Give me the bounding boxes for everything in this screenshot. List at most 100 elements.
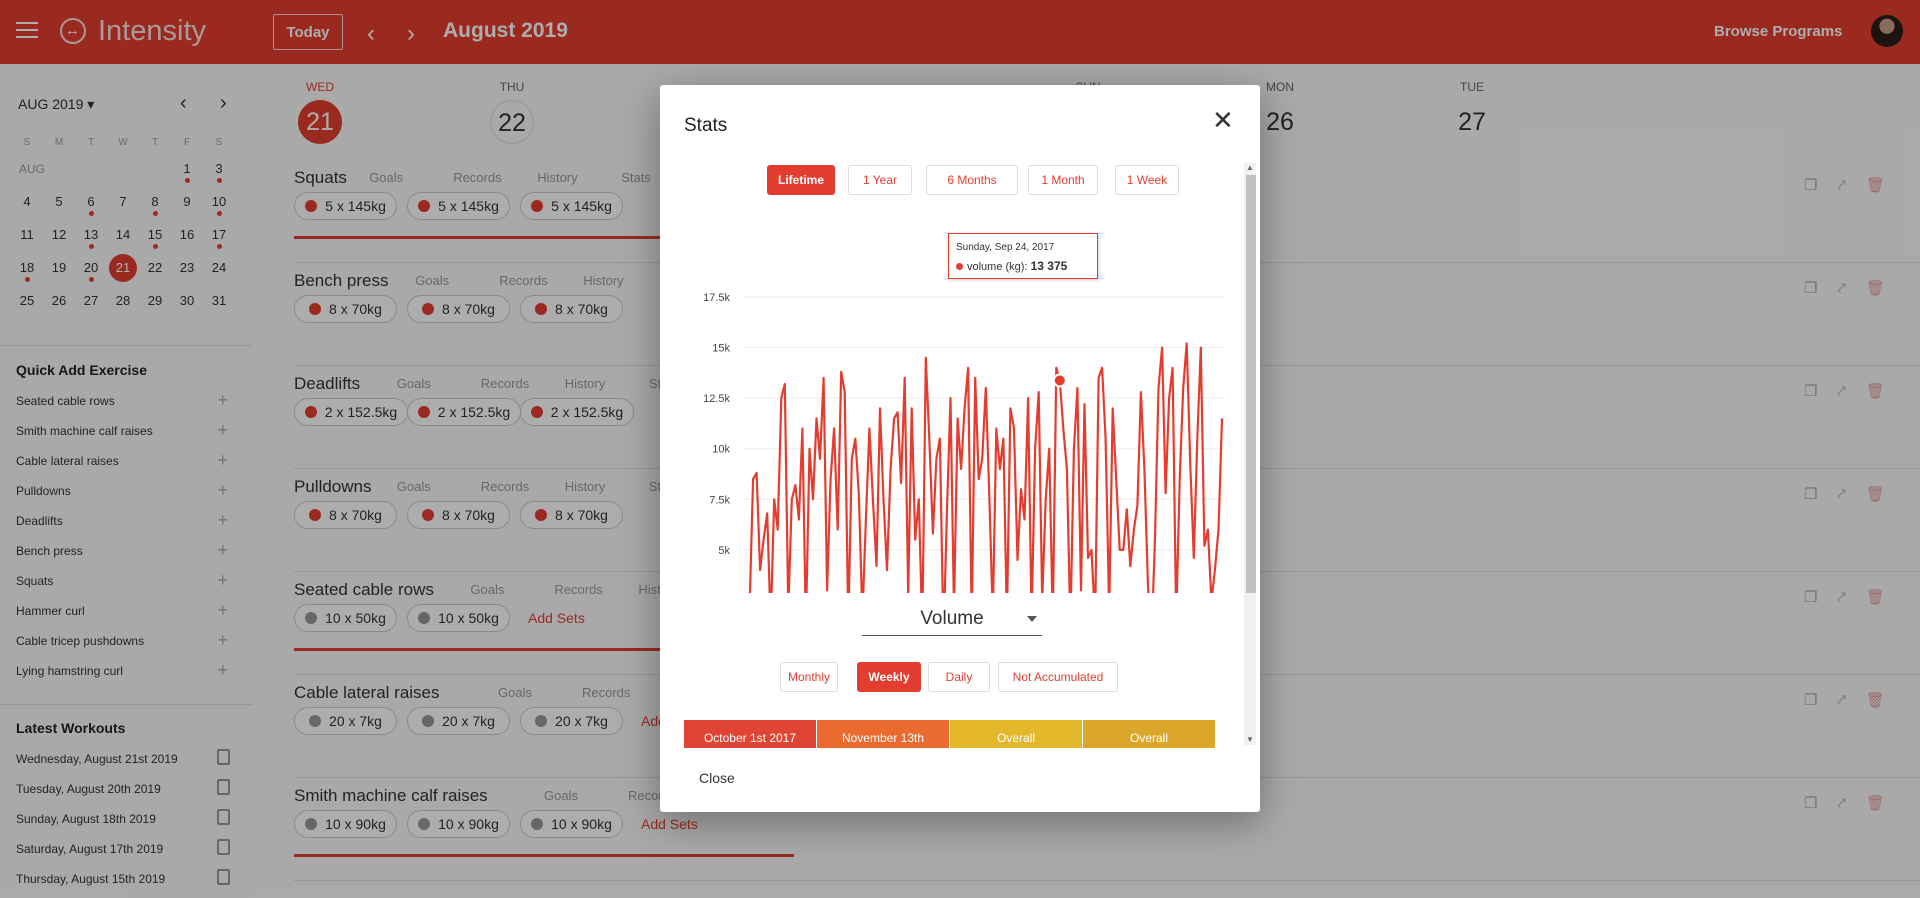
calendar-day[interactable]: 19 — [43, 254, 75, 282]
quick-add-item[interactable]: Deadlifts + — [16, 510, 230, 530]
latest-workout-item[interactable]: Wednesday, August 21st 2019 — [16, 749, 230, 766]
set-chip[interactable]: 5 x 145kg — [294, 192, 397, 220]
calendar-day[interactable]: 26 — [43, 287, 75, 315]
set-chip[interactable]: 5 x 145kg — [520, 192, 623, 220]
delete-icon[interactable]: 🗑 — [1865, 795, 1905, 812]
calendar-day[interactable]: 31 — [203, 287, 235, 315]
day-column-header[interactable]: THU 22 — [472, 80, 552, 144]
share-icon[interactable]: ⤤ — [1837, 383, 1866, 400]
copy-icon[interactable]: ❐ — [1804, 383, 1838, 400]
calendar-day[interactable]: 23 — [171, 254, 203, 282]
summary-card[interactable]: November 13th — [817, 720, 949, 748]
quick-add-item[interactable]: Hammer curl + — [16, 600, 230, 620]
quick-add-item[interactable]: Pulldowns + — [16, 480, 230, 500]
calendar-day[interactable]: 3 — [203, 155, 235, 183]
exercise-name[interactable]: Cable lateral raises — [294, 683, 440, 702]
delete-icon[interactable]: 🗑 — [1865, 177, 1905, 194]
copy-icon[interactable] — [217, 779, 230, 795]
exercise-records-link[interactable]: Records — [499, 273, 548, 288]
latest-workout-item[interactable]: Thursday, August 15th 2019 — [16, 869, 230, 886]
set-chip[interactable]: 20 x 7kg — [520, 707, 623, 735]
latest-workout-item[interactable]: Sunday, August 18th 2019 — [16, 809, 230, 826]
avatar[interactable] — [1871, 15, 1903, 47]
exercise-goals-link[interactable]: Goals — [498, 685, 532, 700]
set-chip[interactable]: 20 x 7kg — [294, 707, 397, 735]
exercise-records-link[interactable]: Records — [582, 685, 631, 700]
calendar-day[interactable]: 18 — [11, 254, 43, 282]
set-chip[interactable]: 2 x 152.5kg — [294, 398, 408, 426]
set-chip[interactable]: 2 x 152.5kg — [520, 398, 634, 426]
calendar-day[interactable]: 5 — [43, 188, 75, 216]
calendar-day[interactable]: 7 — [107, 188, 139, 216]
calendar-day[interactable]: 6 — [75, 188, 107, 216]
exercise-name[interactable]: Deadlifts — [294, 374, 361, 393]
quick-add-item[interactable]: Bench press + — [16, 540, 230, 560]
latest-workout-item[interactable]: Saturday, August 17th 2019 — [16, 839, 230, 856]
dialog-close-button[interactable]: Close — [699, 770, 735, 786]
plus-icon[interactable]: + — [217, 540, 228, 560]
exercise-history-link[interactable]: History — [583, 273, 624, 288]
calendar-day[interactable]: 21 — [107, 253, 139, 282]
range-button-6-months[interactable]: 6 Months — [926, 165, 1018, 195]
calendar-day[interactable]: 13 — [75, 221, 107, 249]
plus-icon[interactable]: + — [217, 390, 228, 410]
quick-add-item[interactable]: Cable tricep pushdowns + — [16, 630, 230, 650]
calendar-day[interactable]: 8 — [139, 188, 171, 216]
exercise-name[interactable]: Smith machine calf raises — [294, 786, 488, 805]
exercise-goals-link[interactable]: Goals — [396, 479, 431, 494]
quick-add-item[interactable]: Cable lateral raises + — [16, 450, 230, 470]
set-chip[interactable]: 10 x 50kg — [407, 604, 510, 632]
plus-icon[interactable]: + — [217, 480, 228, 500]
copy-icon[interactable]: ❐ — [1804, 280, 1838, 297]
next-week-icon[interactable]: › — [407, 20, 415, 47]
calendar-day[interactable]: 14 — [107, 221, 139, 249]
summary-card[interactable]: Overall — [1083, 720, 1215, 748]
set-chip[interactable]: 8 x 70kg — [407, 295, 510, 323]
summary-card[interactable]: Overall — [950, 720, 1082, 748]
share-icon[interactable]: ⤤ — [1837, 589, 1866, 606]
accumulation-button-daily[interactable]: Daily — [928, 662, 990, 692]
add-sets-button[interactable]: Add Sets — [528, 610, 585, 626]
summary-card[interactable]: October 1st 2017 — [684, 720, 816, 748]
delete-icon[interactable]: 🗑 — [1865, 589, 1905, 606]
calendar-day[interactable]: 20 — [75, 254, 107, 282]
plus-icon[interactable]: + — [217, 630, 228, 650]
menu-icon[interactable] — [16, 22, 38, 40]
add-sets-button[interactable]: Add Sets — [641, 816, 698, 832]
share-icon[interactable]: ⤤ — [1837, 795, 1866, 812]
share-icon[interactable]: ⤤ — [1837, 280, 1866, 297]
calendar-day[interactable]: 27 — [75, 287, 107, 315]
accumulation-button-weekly[interactable]: Weekly — [857, 662, 921, 692]
exercise-records-link[interactable]: Records — [453, 170, 502, 185]
calendar-day[interactable]: 1 — [171, 155, 203, 183]
copy-icon[interactable]: ❐ — [1804, 795, 1838, 812]
copy-icon[interactable] — [217, 749, 230, 765]
exercise-history-link[interactable]: History — [564, 479, 606, 494]
latest-workout-item[interactable]: Tuesday, August 20th 2019 — [16, 779, 230, 796]
mini-calendar-prev-icon[interactable]: ‹ — [180, 92, 187, 114]
plus-icon[interactable]: + — [217, 570, 228, 590]
calendar-day[interactable]: 29 — [139, 287, 171, 315]
share-icon[interactable]: ⤤ — [1837, 692, 1866, 709]
exercise-goals-link[interactable]: Goals — [470, 582, 505, 597]
exercise-goals-link[interactable]: Goals — [369, 170, 404, 185]
calendar-day[interactable]: 12 — [43, 221, 75, 249]
delete-icon[interactable]: 🗑 — [1865, 486, 1905, 503]
exercise-name[interactable]: Seated cable rows — [294, 580, 434, 599]
delete-icon[interactable]: 🗑 — [1865, 280, 1905, 297]
close-icon[interactable]: ✕ — [1212, 105, 1234, 135]
exercise-history-link[interactable]: History — [537, 170, 578, 185]
exercise-goals-link[interactable]: Goals — [544, 788, 578, 803]
range-button-1-week[interactable]: 1 Week — [1115, 165, 1179, 195]
accumulation-button-not-accumulated[interactable]: Not Accumulated — [998, 662, 1118, 692]
exercise-records-link[interactable]: Records — [480, 376, 530, 391]
share-icon[interactable]: ⤤ — [1837, 177, 1866, 194]
copy-icon[interactable]: ❐ — [1804, 177, 1838, 194]
set-chip[interactable]: 10 x 90kg — [294, 810, 397, 838]
set-chip[interactable]: 5 x 145kg — [407, 192, 510, 220]
mini-calendar-month-select[interactable]: AUG 2019 ▾ — [18, 96, 95, 112]
accumulation-button-monthly[interactable]: Monthly — [780, 662, 838, 692]
day-column-header[interactable]: WED 21 — [280, 80, 360, 144]
range-button-1-month[interactable]: 1 Month — [1028, 165, 1098, 195]
exercise-name[interactable]: Pulldowns — [294, 477, 372, 496]
